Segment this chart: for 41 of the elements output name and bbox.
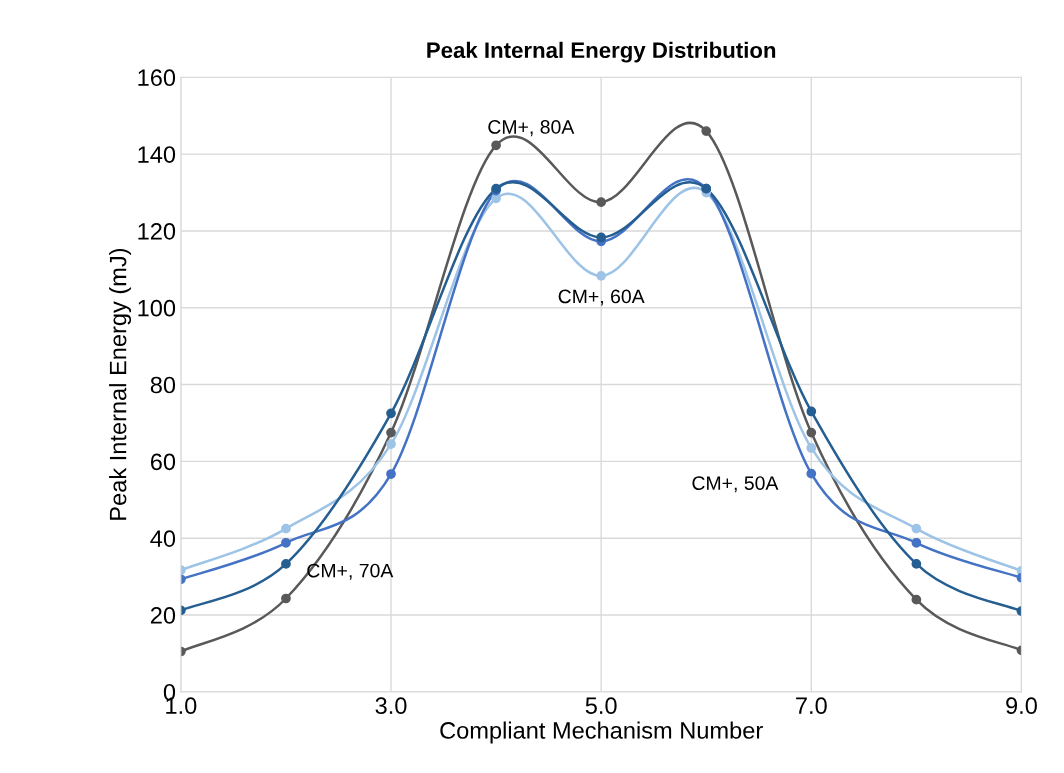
x-tick-label: 7.0 [796,697,827,715]
x-tick-label: 9.0 [1006,697,1037,715]
point [386,427,396,438]
x-tick-label: 5.0 [585,697,617,715]
point [281,593,291,604]
point [806,468,817,479]
y-axis-title: Peak Internal Energy (mJ) [109,248,132,520]
point [911,594,922,605]
point [806,427,817,438]
y-tick-label: 40 [150,530,176,547]
point [911,559,922,569]
y-tick-label: 80 [150,376,176,394]
point [386,408,396,419]
point [281,559,291,569]
y-tick-label: 160 [138,69,176,87]
y-tick-label: 100 [138,299,176,317]
point [911,537,922,548]
annotation: CM+, 60A [558,289,645,306]
point [386,469,396,479]
y-tick-label: 140 [138,146,176,163]
annotation: CM+, 80A [488,120,575,137]
point [596,232,607,243]
x-tick-label: 3.0 [375,697,407,715]
point [386,439,396,449]
y-tick-label: 120 [138,223,176,240]
annotation: CM+, 70A [307,563,394,580]
point [911,523,922,534]
annotation: CM+, 50A [692,476,779,493]
y-tick-label: 60 [150,453,176,471]
point [491,140,501,151]
x-axis-title: Compliant Mechanism Number [440,721,763,744]
point [281,537,291,548]
point [806,443,817,453]
point [701,126,712,136]
point [596,197,607,207]
y-tick-label: 20 [150,607,176,624]
point [596,271,607,281]
point [281,523,291,534]
chart-title: Peak Internal Energy Distribution [427,41,776,63]
point [806,406,817,417]
point [491,193,501,204]
